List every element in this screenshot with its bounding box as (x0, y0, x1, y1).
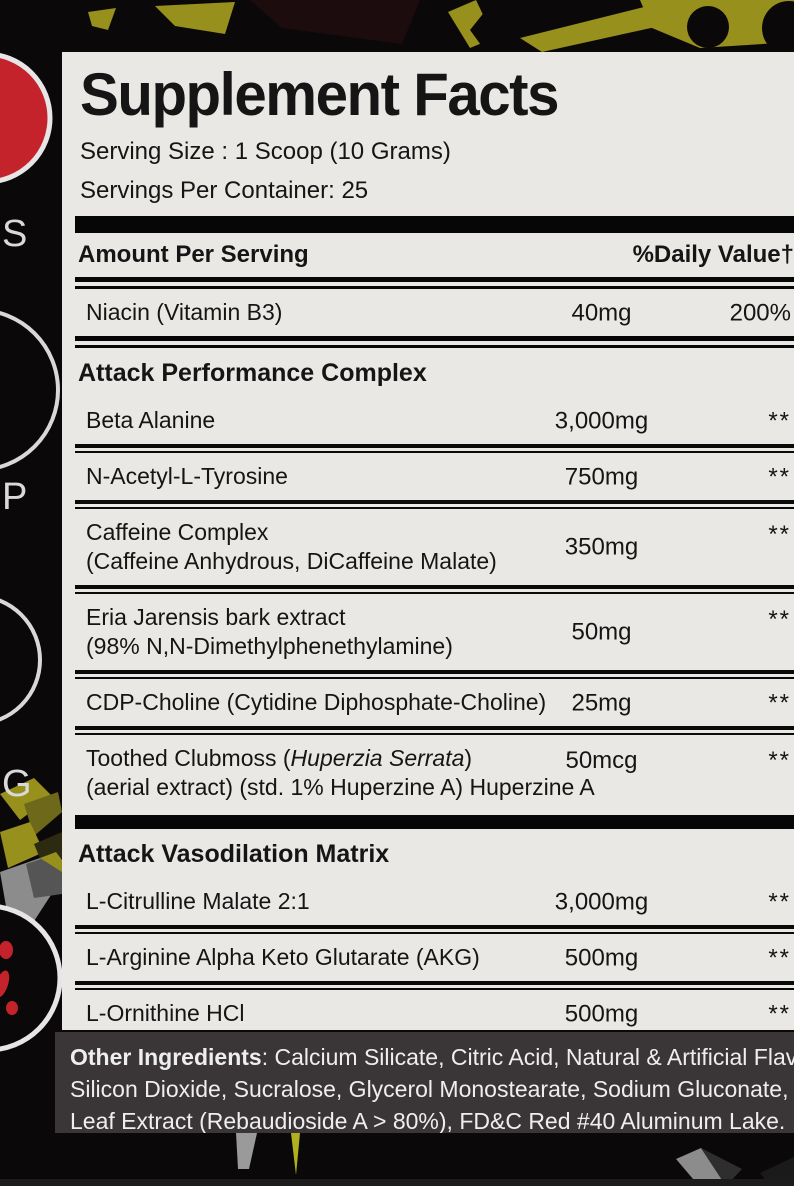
ingredient-dv: ** (768, 407, 791, 434)
side-letter-g: G (2, 763, 32, 805)
ingredient-amount: 25mg (571, 689, 632, 716)
servings-per-container: Servings Per Container: 25 (80, 177, 369, 204)
row-n-acetyl-l-tyrosine: N-Acetyl-L-Tyrosine 750mg ** (62, 453, 794, 500)
ingredient-name-line2: (aerial extract) (std. 1% Huperzine A) H… (86, 774, 595, 800)
header-rule (75, 277, 794, 289)
ingredient-name: Caffeine Complex (86, 519, 269, 545)
other-ingredients-line2: Silicon Dioxide, Sucralose, Glycerol Mon… (70, 1076, 794, 1102)
other-ingredients-line3: Leaf Extract (Rebaudioside A > 80%), FD&… (70, 1108, 786, 1133)
ingredient-name: N-Acetyl-L-Tyrosine (86, 463, 288, 489)
ingredient-dv: ** (768, 521, 791, 548)
other-ingredients-line1: Other Ingredients: Calcium Silicate, Cit… (70, 1044, 794, 1070)
ingredient-amount: 40mg (571, 299, 632, 326)
row-rule (75, 444, 794, 453)
table-header-row: Amount Per Serving %Daily Value† (62, 233, 794, 277)
side-letter-p: P (2, 476, 28, 518)
ingredient-name: CDP-Choline (Cytidine Diphosphate-Cholin… (86, 689, 547, 715)
row-rule (75, 925, 794, 934)
ingredient-name-line2: (Caffeine Anhydrous, DiCaffeine Malate) (86, 548, 497, 574)
ingredient-dv: ** (768, 1000, 791, 1027)
row-beta-alanine: Beta Alanine 3,000mg ** (62, 397, 794, 444)
section-title-performance: Attack Performance Complex (78, 359, 427, 387)
row-rule (75, 500, 794, 509)
camo-decoration-bottom (0, 1133, 794, 1186)
ingredient-amount: 50mg (571, 618, 632, 646)
ingredient-name: L-Ornithine HCl (86, 1000, 245, 1026)
ingredient-name: L-Arginine Alpha Keto Glutarate (AKG) (86, 944, 480, 970)
ingredient-amount: 3,000mg (554, 407, 649, 434)
daily-value-header: %Daily Value† (632, 241, 794, 268)
other-ingredients-label: Other Ingredients (70, 1044, 262, 1070)
ingredient-amount: 500mg (564, 944, 639, 971)
ingredient-dv: ** (768, 888, 791, 915)
ingredient-name: L-Citrulline Malate 2:1 (86, 888, 310, 914)
bottom-strip (0, 1179, 794, 1186)
panel-title: Supplement Facts (80, 61, 559, 128)
supplement-facts-panel: Supplement Facts Serving Size : 1 Scoop … (62, 52, 794, 1030)
ingredient-amount: 750mg (564, 463, 639, 490)
ingredient-name: Beta Alanine (86, 407, 216, 433)
ingredient-name: Eria Jarensis bark extract (86, 604, 346, 630)
row-l-arginine-akg: L-Arginine Alpha Keto Glutarate (AKG) 50… (62, 934, 794, 981)
ingredient-dv: ** (768, 689, 791, 716)
ingredient-name: Niacin (Vitamin B3) (86, 299, 283, 325)
section-title-vasodilation: Attack Vasodilation Matrix (78, 840, 390, 868)
ingredient-dv: ** (768, 944, 791, 971)
row-rule (75, 726, 794, 735)
other-ingredients-box: Other Ingredients: Calcium Silicate, Cit… (55, 1032, 794, 1133)
ingredient-dv: 200% (729, 299, 791, 326)
ingredient-amount: 3,000mg (554, 888, 649, 915)
row-cdp-choline: CDP-Choline (Cytidine Diphosphate-Cholin… (62, 679, 794, 726)
ingredient-dv: ** (768, 747, 791, 774)
row-caffeine-complex: Caffeine Complex (Caffeine Anhydrous, Di… (62, 509, 794, 585)
row-niacin: Niacin (Vitamin B3) 40mg 200% (62, 289, 794, 336)
ingredient-amount: 500mg (564, 1000, 639, 1027)
camo-decoration-top (0, 0, 794, 52)
row-rule (75, 670, 794, 679)
side-letter-s: S (2, 213, 28, 255)
ingredient-dv: ** (768, 463, 791, 490)
serving-size: Serving Size : 1 Scoop (10 Grams) (80, 138, 451, 165)
ingredient-amount: 50mcg (565, 747, 638, 774)
divider-bar-middle (75, 815, 794, 829)
ingredient-name-line2: (98% N,N-Dimethylphenethylamine) (86, 633, 453, 659)
row-l-ornithine: L-Ornithine HCl 500mg ** (62, 990, 794, 1030)
row-eria-jarensis: Eria Jarensis bark extract (98% N,N-Dime… (62, 594, 794, 670)
camo-decoration-left (0, 52, 62, 1186)
ingredient-name: Toothed Clubmoss (Huperzia Serrata) (86, 745, 473, 771)
amount-per-serving-header: Amount Per Serving (78, 241, 309, 268)
row-l-citrulline: L-Citrulline Malate 2:1 3,000mg ** (62, 878, 794, 925)
niacin-rule (75, 336, 794, 348)
row-rule (75, 585, 794, 594)
row-rule (75, 981, 794, 990)
row-toothed-clubmoss: Toothed Clubmoss (Huperzia Serrata) (aer… (62, 735, 794, 811)
ingredient-amount: 350mg (564, 533, 639, 561)
divider-bar-top (75, 216, 794, 233)
ingredient-dv: ** (768, 606, 791, 633)
